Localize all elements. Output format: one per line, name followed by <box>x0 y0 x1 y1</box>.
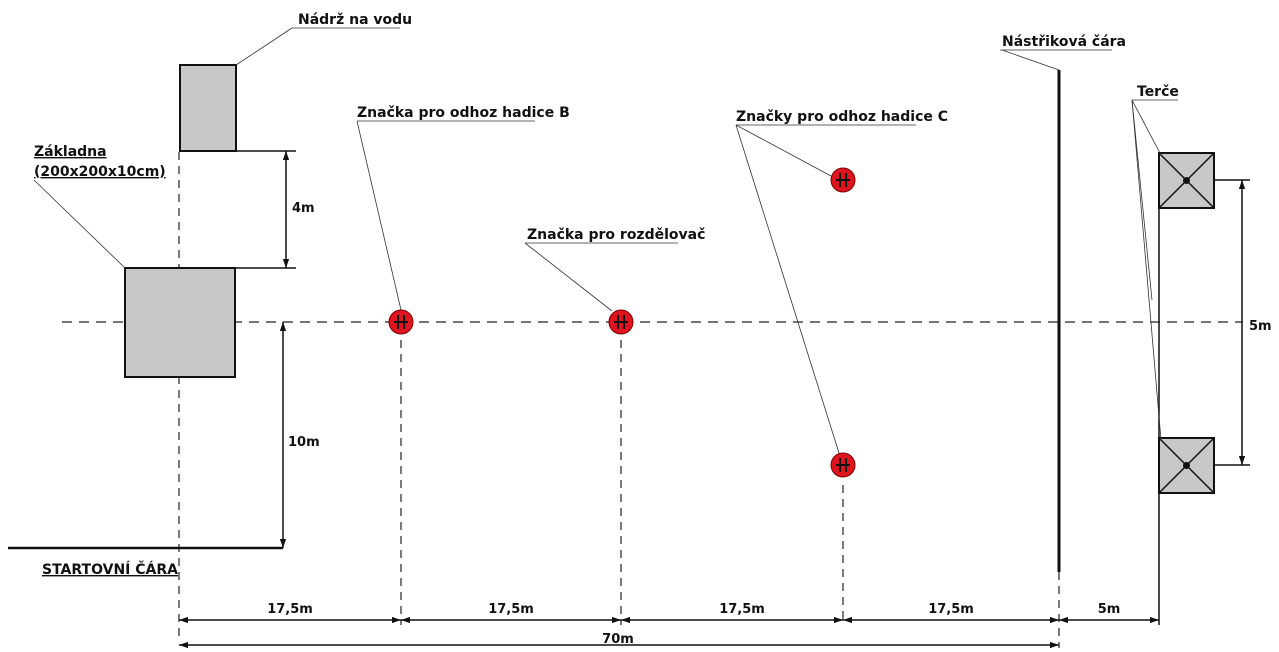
target-lower-icon <box>1158 437 1215 494</box>
marker-b-label: Značka pro odhoz hadice B <box>357 105 570 121</box>
targets-leader-mid <box>1131 99 1153 301</box>
dimension-4m-label: 4m <box>292 201 315 216</box>
water-tank <box>179 64 237 152</box>
base-label-line2: (200x200x10cm) <box>34 164 166 180</box>
divider-leader-line <box>524 242 613 312</box>
divider-marker-icon <box>608 309 634 335</box>
dimension-seg5-label: 5m <box>1098 602 1121 617</box>
hose-marker-c-lower-icon <box>830 452 856 478</box>
target-upper-icon <box>1158 152 1215 209</box>
start-line-label: STARTOVNÍ ČÁRA <box>42 560 178 578</box>
targets-leader-upper <box>1131 99 1162 156</box>
dimension-seg2-label: 17,5m <box>488 602 534 617</box>
tank-label: Nádrž na vodu <box>298 12 412 28</box>
dimension-total-label: 70m <box>602 632 634 647</box>
tank-leader-line <box>235 27 293 66</box>
dimension-seg4-label: 17,5m <box>928 602 974 617</box>
spray-line-label: Nástřiková čára <box>1002 34 1126 50</box>
hose-marker-b-icon <box>388 309 414 335</box>
dimension-seg1-label: 17,5m <box>267 602 313 617</box>
dimension-5m-vertical-label: 5m <box>1249 319 1272 334</box>
marker-c-leader-lower <box>735 124 840 454</box>
base-label-line1: Základna <box>34 144 107 160</box>
base-platform <box>124 267 236 378</box>
spray-line-leader <box>1001 49 1060 71</box>
dimension-seg3-label: 17,5m <box>719 602 765 617</box>
marker-c-leader-upper <box>735 124 832 177</box>
divider-marker-label: Značka pro rozdělovač <box>527 227 705 243</box>
dimension-10m-label: 10m <box>288 435 320 450</box>
targets-leader-lower <box>1131 99 1162 441</box>
targets-label: Terče <box>1137 84 1179 100</box>
marker-c-label: Značky pro odhoz hadice C <box>736 109 948 125</box>
marker-b-leader-line <box>356 120 402 311</box>
base-leader-line <box>33 179 126 269</box>
hose-marker-c-upper-icon <box>830 167 856 193</box>
